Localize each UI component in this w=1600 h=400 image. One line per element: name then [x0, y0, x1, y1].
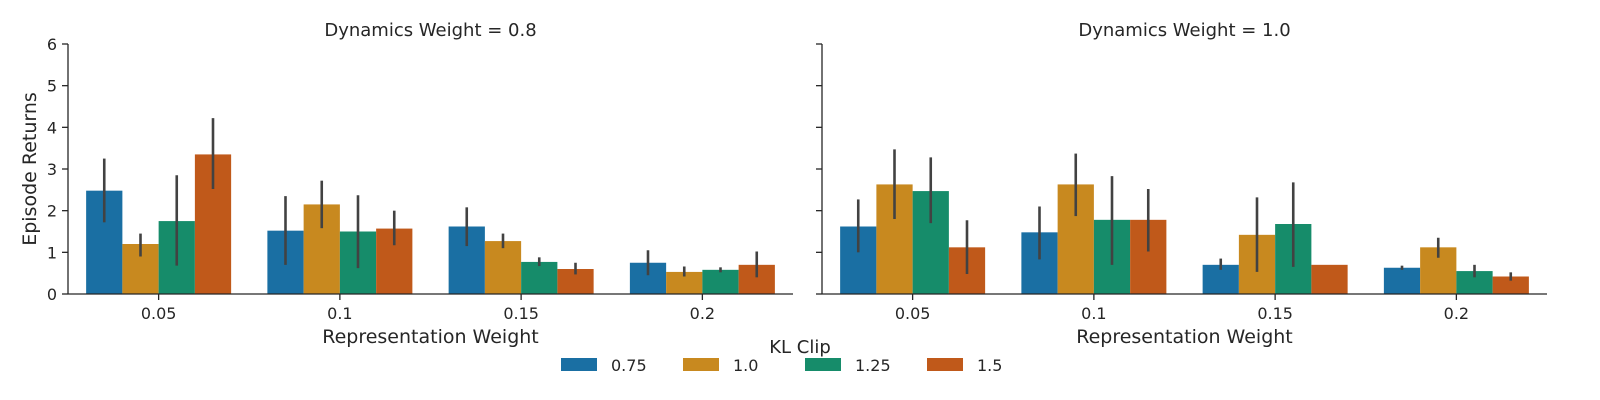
bar — [1311, 264, 1348, 294]
legend-swatch — [805, 358, 841, 371]
legend-swatch — [927, 358, 963, 371]
legend-label: 1.5 — [977, 356, 1002, 375]
x-tick-label: 0.2 — [690, 304, 715, 323]
y-axis-label: Episode Returns — [19, 92, 41, 246]
y-tick-label: 5 — [47, 77, 57, 96]
y-tick-label: 0 — [47, 285, 57, 304]
chart-panel-2: 0.05 0.1 0.15 0.2 Dynamics Weight = 1.0 Repre… — [816, 20, 1547, 348]
legend-item: 1.5 — [927, 356, 1002, 375]
x-axis-label: Representation Weight — [1076, 326, 1293, 348]
y-tick-label: 1 — [47, 243, 57, 262]
legend-item: 1.25 — [805, 356, 891, 375]
legend-label: 1.0 — [733, 356, 758, 375]
chart-panels: 0 1 2 3 4 5 6 0.05 0.1 0.15 0.2 Dynamics Weight = 0… — [19, 20, 1547, 348]
y-tick-label: 4 — [47, 118, 57, 137]
y-tick-label: 3 — [47, 160, 57, 179]
legend-label: 1.25 — [855, 356, 891, 375]
legend-item: 1.0 — [683, 356, 758, 375]
bar — [1456, 271, 1493, 294]
bar — [666, 271, 703, 294]
x-tick-label: 0.15 — [1257, 304, 1293, 323]
x-axis-label: Representation Weight — [322, 326, 539, 348]
x-tick-label: 0.15 — [503, 304, 539, 323]
y-tick-label: 6 — [47, 35, 57, 54]
y-tick-label: 2 — [47, 202, 57, 221]
legend-swatch — [561, 358, 597, 371]
panel-title: Dynamics Weight = 1.0 — [1078, 20, 1290, 41]
x-tick-label: 0.2 — [1444, 304, 1469, 323]
legend-swatch — [683, 358, 719, 371]
bar — [1383, 267, 1421, 294]
bar — [521, 261, 558, 294]
legend-items: 0.75 1.0 1.25 1.5 — [561, 356, 1002, 375]
legend-label: 0.75 — [611, 356, 647, 375]
legend-item: 0.75 — [561, 356, 647, 375]
x-tick-label: 0.05 — [895, 304, 931, 323]
x-tick-label: 0.05 — [141, 304, 177, 323]
legend-title: KL Clip — [769, 337, 831, 358]
x-tick-label: 0.1 — [1081, 304, 1106, 323]
bar — [702, 269, 739, 294]
panel-title: Dynamics Weight = 0.8 — [324, 20, 536, 41]
bar — [1492, 276, 1529, 294]
chart-panel-1: 0 1 2 3 4 5 6 0.05 0.1 0.15 0.2 Dynamics Weight = 0… — [19, 20, 793, 348]
x-tick-label: 0.1 — [327, 304, 352, 323]
legend: KL Clip 0.75 1.0 1.25 1.5 — [561, 337, 1002, 375]
bar — [484, 241, 522, 294]
